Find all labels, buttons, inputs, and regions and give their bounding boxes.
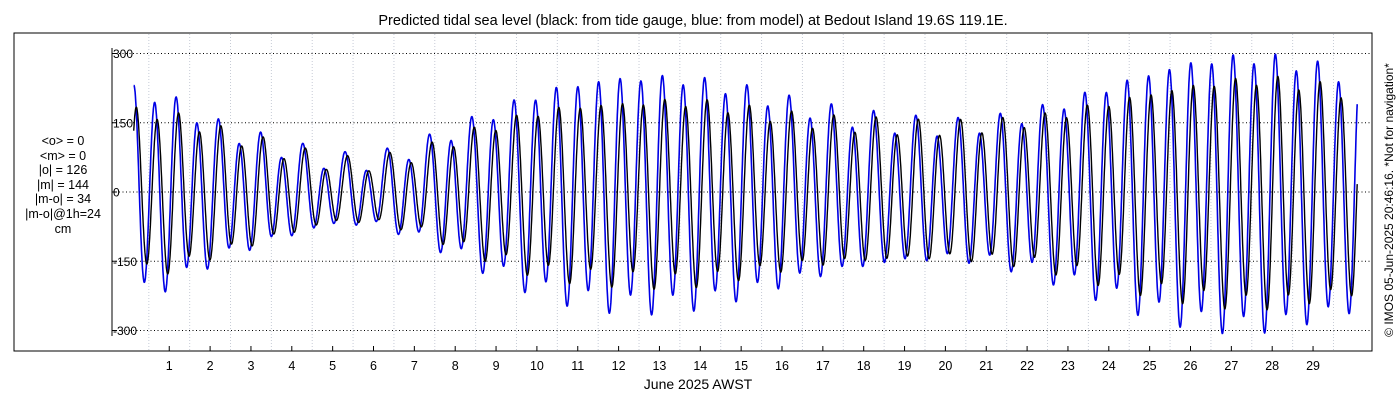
- x-tick-label: 24: [1102, 359, 1116, 373]
- plot-area: [133, 53, 1358, 335]
- series-line-tide-gauge: [133, 75, 1358, 311]
- copyright-text: © IMOS 05-Jun-2025 20:46:16. *Not for na…: [1382, 63, 1396, 337]
- x-tick-label: 27: [1224, 359, 1238, 373]
- x-tick-label: 8: [452, 359, 459, 373]
- x-tick-label: 10: [530, 359, 544, 373]
- x-tick-label: 1: [166, 359, 173, 373]
- stat-abs-difference: |m-o| = 34: [34, 192, 92, 207]
- stat-unit: cm: [54, 221, 72, 236]
- stat-mean-observed: <o> = 0: [41, 134, 85, 148]
- x-tick-label: 14: [693, 359, 707, 373]
- x-tick-label: 5: [329, 359, 336, 373]
- x-tick-label: 21: [979, 359, 993, 373]
- x-axis-label: June 2025 AWST: [644, 376, 753, 392]
- copyright-notice: © IMOS 05-Jun-2025 20:46:16. *Not for na…: [1380, 20, 1398, 380]
- stat-abs-observed: |o| = 126: [38, 163, 88, 178]
- x-tick-label: 20: [938, 359, 952, 373]
- y-tick-label: 0: [113, 186, 120, 200]
- y-tick-label: -300: [113, 324, 137, 338]
- x-tick-label: 18: [857, 359, 871, 373]
- x-tick-label: 9: [493, 359, 500, 373]
- x-tick-label: 2: [207, 359, 214, 373]
- x-tick-label: 29: [1306, 359, 1320, 373]
- x-tick-label: 3: [247, 359, 254, 373]
- axes-box: [13, 32, 1373, 352]
- x-tick-label: 7: [411, 359, 418, 373]
- x-tick-label: 4: [288, 359, 295, 373]
- x-tick-label: 13: [652, 359, 666, 373]
- x-tick-label: 16: [775, 359, 789, 373]
- x-tick-label: 19: [898, 359, 912, 373]
- x-tick-label: 22: [1020, 359, 1034, 373]
- y-tick-label: -150: [113, 255, 137, 269]
- x-tick-label: 17: [816, 359, 830, 373]
- series-line-model: [133, 53, 1358, 335]
- y-axis: -300 -150 0 150 300: [111, 47, 137, 338]
- x-tick-label: 25: [1143, 359, 1157, 373]
- y-tick-label: 150: [113, 116, 133, 130]
- chart-title: Predicted tidal sea level (black: from t…: [378, 13, 1007, 29]
- x-tick-label: 12: [612, 359, 626, 373]
- stat-abs-difference-1h: |m-o|@1h=24: [25, 206, 101, 221]
- x-tick-label: 6: [370, 359, 377, 373]
- y-tick-label: 300: [113, 47, 133, 61]
- x-tick-label: 15: [734, 359, 748, 373]
- x-axis: 1 2 3 4 5 6 7 8 9 10 11 12 13 14 15 16 17 18 19 20 21 22 23 24 2…: [166, 346, 1320, 373]
- x-tick-label: 26: [1184, 359, 1198, 373]
- statistics-panel: <o> = 0 <m> = 0 |o| = 126 |m| = 144 |m-o…: [10, 134, 116, 236]
- stat-abs-model: |m| = 144: [36, 177, 89, 192]
- x-tick-label: 28: [1265, 359, 1279, 373]
- x-tick-label: 11: [571, 359, 584, 373]
- x-tick-label: 23: [1061, 359, 1075, 373]
- stat-mean-model: <m> = 0: [39, 148, 87, 163]
